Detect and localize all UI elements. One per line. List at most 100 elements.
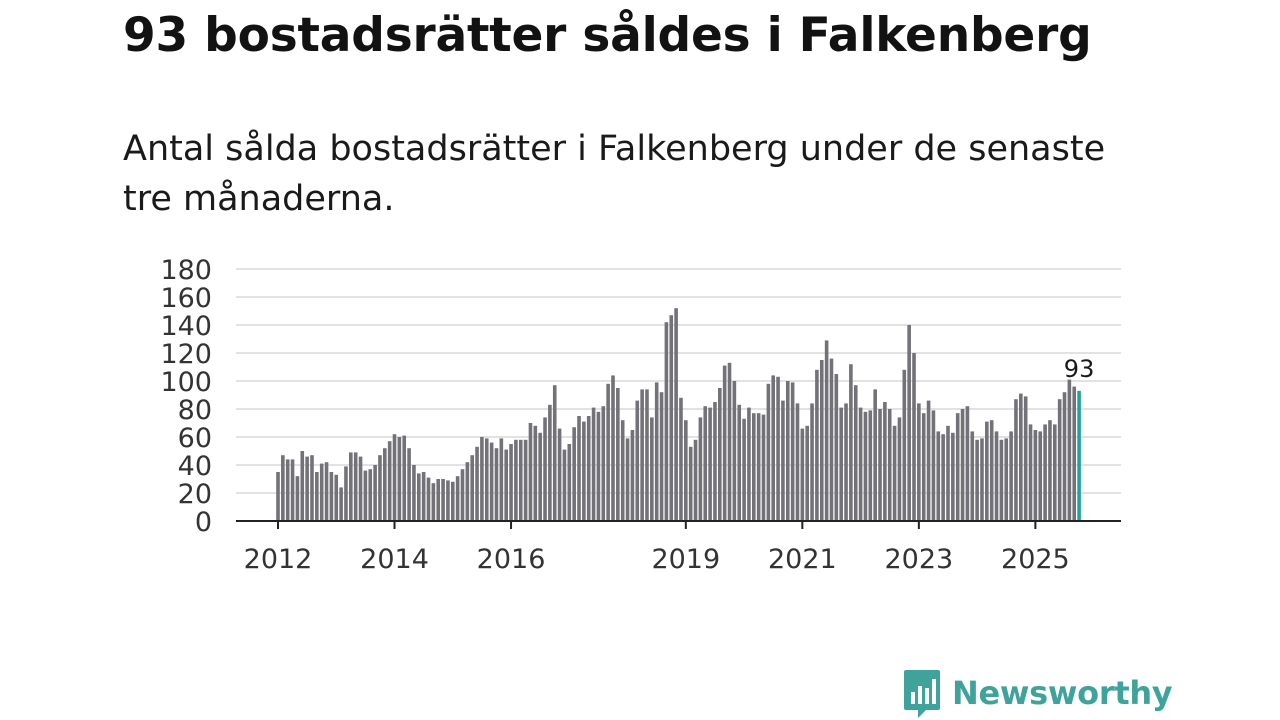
bar (936, 431, 941, 521)
bar (955, 413, 960, 521)
bar (1043, 424, 1047, 521)
bar (446, 480, 450, 521)
bar (781, 400, 785, 521)
bar (431, 483, 436, 521)
bar (693, 439, 698, 521)
bar (815, 369, 819, 521)
x-tick-label: 2014 (360, 544, 429, 575)
bar (635, 400, 640, 521)
bar (708, 407, 712, 521)
bar (504, 449, 508, 521)
bar (951, 432, 955, 521)
bar (407, 448, 411, 521)
bar (761, 414, 766, 521)
bar (630, 430, 635, 521)
bar (339, 487, 343, 521)
bar (295, 476, 300, 521)
highlight-bar (1077, 390, 1081, 521)
bar (552, 385, 557, 521)
bar (766, 383, 771, 521)
bar (917, 403, 921, 521)
bar (611, 375, 615, 521)
bar (795, 403, 800, 521)
bar (378, 455, 382, 521)
bar (606, 383, 610, 521)
bar (392, 434, 397, 521)
bar (412, 465, 416, 521)
bar (455, 476, 460, 521)
bar (417, 473, 421, 521)
bar (965, 406, 970, 521)
bar (1067, 379, 1072, 521)
bar (771, 375, 776, 521)
bar (645, 389, 649, 521)
bar (1014, 399, 1018, 521)
bar (290, 459, 295, 521)
x-tick-label: 2023 (885, 544, 954, 575)
bar (499, 438, 504, 521)
bar (839, 407, 843, 521)
bar (470, 455, 474, 521)
bar (548, 404, 552, 521)
bar (358, 456, 363, 521)
bar (319, 463, 324, 521)
y-tick-label: 120 (160, 339, 212, 370)
bar (616, 388, 620, 521)
y-tick-label: 160 (160, 283, 212, 314)
y-tick-label: 60 (178, 423, 212, 454)
bar (713, 402, 717, 521)
bar (300, 451, 305, 521)
bar (887, 409, 892, 521)
bar (844, 403, 848, 521)
bar (985, 421, 989, 521)
x-tick-label: 2021 (768, 544, 837, 575)
bar (863, 411, 868, 521)
bar (601, 406, 606, 521)
bar (353, 452, 358, 521)
bar (1023, 396, 1028, 521)
bar (858, 407, 863, 521)
bar (436, 479, 441, 521)
bar (582, 421, 586, 521)
bar-chart-bubble-icon (904, 670, 940, 718)
chart-subtitle: Antal sålda bostadsrätter i Falkenberg u… (123, 129, 1106, 219)
bar (1028, 424, 1033, 521)
bar (344, 466, 348, 521)
bar (1004, 438, 1009, 521)
bar (426, 477, 431, 521)
bar (698, 417, 703, 521)
bar (674, 308, 678, 521)
bar (572, 427, 576, 521)
y-tick-label: 40 (178, 451, 212, 482)
bar (1062, 392, 1067, 521)
x-tick-label: 2016 (477, 544, 546, 575)
bar (441, 479, 445, 521)
bar (926, 400, 931, 521)
bar (659, 392, 664, 521)
bar (790, 382, 795, 521)
newsworthy-logo[interactable]: Newsworthy (902, 668, 1173, 718)
bar (819, 360, 824, 521)
bar (285, 459, 290, 521)
bar (742, 418, 746, 521)
bar (324, 462, 329, 521)
bar (397, 437, 402, 521)
bar (747, 407, 751, 521)
chart-title: 93 bostadsrätter såldes i Falkenberg (123, 8, 1092, 63)
bar (329, 472, 334, 521)
bar (1048, 420, 1052, 521)
bar (1057, 399, 1062, 521)
bar (1072, 386, 1077, 521)
bar (591, 407, 596, 521)
brand-name: Newsworthy (952, 674, 1173, 712)
bar (878, 409, 882, 521)
highlight-value-label: 93 (1064, 355, 1095, 383)
bar (883, 402, 887, 521)
bar (737, 404, 742, 521)
bar (596, 411, 601, 521)
y-tick-label: 180 (160, 255, 212, 286)
bar (849, 364, 853, 521)
y-tick-label: 20 (178, 479, 212, 510)
bar (1038, 431, 1043, 521)
bar (1053, 424, 1057, 521)
